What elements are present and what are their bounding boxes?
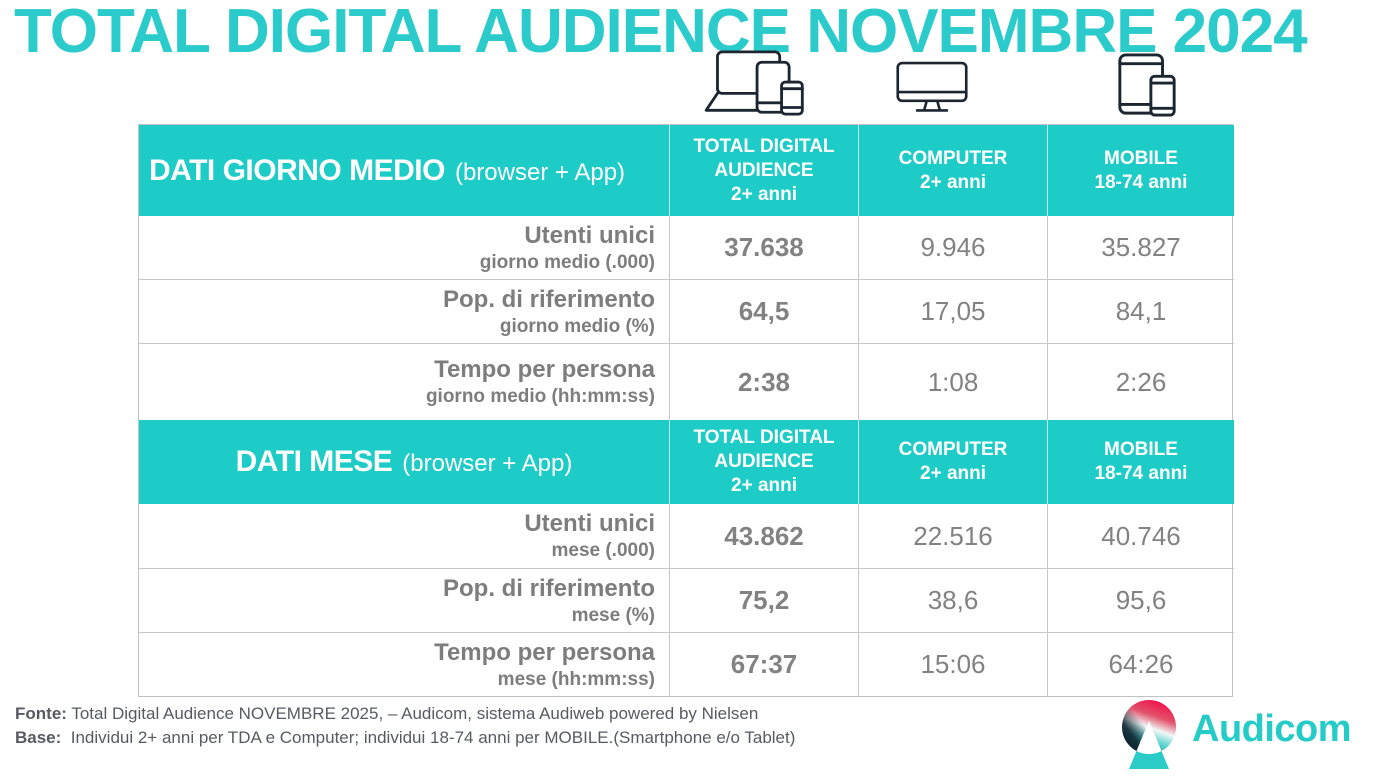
section-title-sub: (browser + App) (402, 450, 573, 477)
value-computer: 17,05 (858, 279, 1047, 343)
column-header-computer-sub: 2+ anni (920, 463, 986, 484)
value-tda: 64,5 (669, 279, 858, 343)
column-header-mobile-title: MOBILE (1104, 147, 1178, 169)
value-mobile: 2:26 (1047, 343, 1234, 420)
value-computer: 1:08 (858, 343, 1047, 420)
row-label: Pop. di riferimento giorno medio (%) (139, 279, 669, 343)
value-tda: 67:37 (669, 632, 858, 696)
value-tda: 2:38 (669, 343, 858, 420)
column-header-mobile-sub: 18-74 anni (1094, 463, 1188, 484)
row-label: Pop. di riferimento mese (%) (139, 568, 669, 632)
column-header-tda: TOTAL DIGITAL AUDIENCE 2+ anni (669, 420, 858, 504)
footer-fonte-line: Fonte: Total Digital Audience NOVEMBRE 2… (15, 702, 795, 726)
section-title-text: DATI MESE (235, 445, 393, 478)
audicom-logo-mark-icon (1122, 700, 1176, 769)
row-label-sub: mese (.000) (551, 540, 655, 561)
column-header-computer-title: COMPUTER (898, 147, 1008, 169)
row-label-main: Utenti unici (524, 221, 655, 249)
tablet-phone-icon (1117, 53, 1177, 117)
section-title-sub: (browser + App) (454, 158, 626, 186)
audience-table: DATI GIORNO MEDIO (browser + App) TOTAL … (138, 124, 1234, 697)
row-label: Tempo per persona giorno medio (hh:mm:ss… (139, 343, 669, 420)
row-label-sub: giorno medio (hh:mm:ss) (425, 386, 655, 407)
column-header-tda-title: TOTAL DIGITAL AUDIENCE (693, 135, 835, 181)
row-label: Utenti unici mese (.000) (139, 504, 669, 568)
value-mobile: 84,1 (1047, 279, 1234, 343)
column-header-tda-sub: 2+ anni (731, 475, 797, 496)
value-tda: 37.638 (669, 216, 858, 279)
value-mobile: 35.827 (1047, 216, 1234, 279)
value-computer: 15:06 (858, 632, 1047, 696)
footer-fonte-text: Total Digital Audience NOVEMBRE 2025, – … (66, 704, 759, 723)
column-header-computer-title: COMPUTER (898, 439, 1008, 460)
audicom-logo: Audicom (1122, 699, 1352, 771)
column-header-tda: TOTAL DIGITAL AUDIENCE 2+ anni (669, 125, 858, 216)
column-header-mobile: MOBILE 18-74 anni (1047, 125, 1234, 216)
value-mobile: 64:26 (1047, 632, 1234, 696)
row-label-main: Pop. di riferimento (442, 285, 655, 313)
value-computer: 9.946 (858, 216, 1047, 279)
column-header-tda-sub: 2+ anni (731, 183, 797, 205)
row-label-sub: mese (hh:mm:ss) (497, 668, 655, 690)
section-title-giorno-medio: DATI GIORNO MEDIO (browser + App) (139, 125, 669, 216)
row-label-sub: giorno medio (.000) (479, 251, 655, 273)
value-tda: 43.862 (669, 504, 858, 568)
row-label-main: Tempo per persona (434, 356, 655, 383)
footer-fonte-label: Fonte: (15, 704, 67, 723)
value-tda: 75,2 (669, 568, 858, 632)
row-label-main: Tempo per persona (434, 638, 655, 666)
row-label: Utenti unici giorno medio (.000) (139, 216, 669, 279)
section-title-mese: DATI MESE (browser + App) (139, 420, 669, 504)
laptop-tablet-phone-icon (702, 50, 814, 116)
footer-base-line: Base: Individui 2+ anni per TDA e Comput… (15, 726, 795, 750)
column-header-mobile: MOBILE 18-74 anni (1047, 420, 1234, 504)
footer-notes: Fonte: Total Digital Audience NOVEMBRE 2… (15, 702, 795, 750)
section-title-text: DATI GIORNO MEDIO (149, 153, 445, 187)
column-header-computer: COMPUTER 2+ anni (858, 125, 1047, 216)
column-header-computer-sub: 2+ anni (920, 171, 986, 193)
row-label: Tempo per persona mese (hh:mm:ss) (139, 632, 669, 696)
column-header-mobile-sub: 18-74 anni (1094, 171, 1188, 193)
value-mobile: 40.746 (1047, 504, 1234, 568)
audicom-logo-text: Audicom (1192, 707, 1352, 750)
row-label-sub: giorno medio (%) (499, 315, 655, 337)
row-label-sub: mese (%) (571, 604, 655, 626)
row-label-main: Pop. di riferimento (442, 574, 655, 602)
column-header-computer: COMPUTER 2+ anni (858, 420, 1047, 504)
value-mobile: 95,6 (1047, 568, 1234, 632)
value-computer: 38,6 (858, 568, 1047, 632)
row-label-main: Utenti unici (524, 510, 655, 537)
value-computer: 22.516 (858, 504, 1047, 568)
desktop-monitor-icon (896, 58, 968, 119)
column-header-tda-title: TOTAL DIGITAL AUDIENCE (693, 427, 835, 472)
page-title: TOTAL DIGITAL AUDIENCE NOVEMBRE 2024 (14, 0, 1308, 66)
footer-base-text: Individui 2+ anni per TDA e Computer; in… (61, 728, 796, 747)
footer-base-label: Base: (15, 728, 62, 747)
column-header-mobile-title: MOBILE (1104, 439, 1178, 460)
